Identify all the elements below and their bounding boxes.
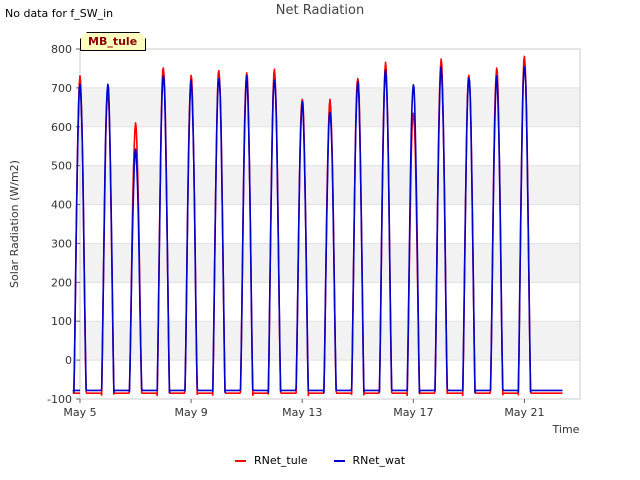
- y-tick-label: 0: [65, 354, 72, 367]
- y-tick-label: 800: [51, 43, 72, 56]
- no-data-notice: No data for f_SW_in: [5, 7, 114, 20]
- series-line-RNet_wat: [72, 66, 563, 394]
- y-tick-label: -100: [47, 393, 72, 406]
- grid-band: [80, 360, 580, 399]
- x-tick-label: May 13: [282, 406, 322, 419]
- grid-band: [80, 204, 580, 244]
- y-tick-label: 100: [51, 315, 72, 328]
- legend: RNet_tule RNet_wat: [0, 454, 640, 467]
- y-tick-label: 600: [51, 121, 72, 134]
- grid-band: [80, 321, 580, 361]
- x-tick-label: May 21: [504, 406, 544, 419]
- y-tick-label: 300: [51, 237, 72, 250]
- plot-frame: [79, 48, 581, 400]
- y-tick-label: 400: [51, 199, 72, 212]
- chart-title: Net Radiation: [275, 3, 365, 18]
- legend-item-wat: RNet_wat: [333, 454, 406, 467]
- grid-band: [80, 165, 580, 205]
- grid-band: [80, 282, 580, 322]
- legend-swatch-tule: [234, 459, 246, 462]
- series-lines: [72, 55, 563, 397]
- x-tick-label: May 9: [174, 406, 207, 419]
- y-axis-title: Solar Radiation (W/m2): [8, 160, 21, 288]
- legend-item-tule: RNet_tule: [234, 454, 308, 467]
- site-badge: MB_tule: [80, 32, 146, 51]
- x-tick-label: May 17: [393, 406, 433, 419]
- y-tick-label: 200: [51, 276, 72, 289]
- y-tick-label: 500: [51, 160, 72, 173]
- legend-label-wat: RNet_wat: [352, 454, 406, 467]
- grid-band: [80, 243, 580, 283]
- x-axis-title: Time: [552, 423, 580, 436]
- x-axis-ticks: May 5 May 9 May 13 May 17 May 21: [63, 399, 545, 419]
- y-tick-label: 700: [51, 82, 72, 95]
- legend-swatch-wat: [333, 459, 345, 462]
- x-tick-label: May 5: [63, 406, 96, 419]
- grid-band: [80, 49, 580, 88]
- y-axis-ticks: -100 0 100 200 300 400 500 600 700 800: [47, 43, 80, 406]
- grid-band: [80, 126, 580, 166]
- legend-label-tule: RNet_tule: [253, 454, 308, 467]
